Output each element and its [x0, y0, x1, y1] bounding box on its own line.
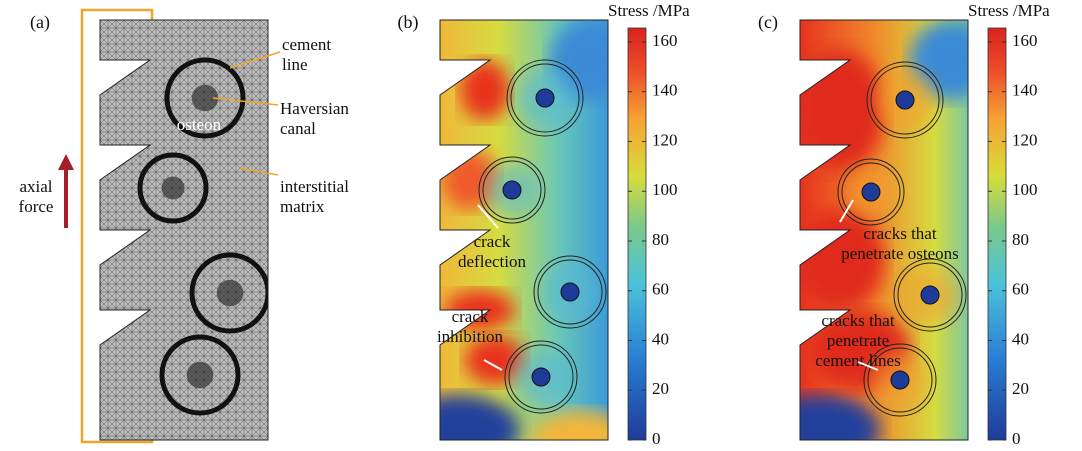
- osteon-core: [161, 176, 184, 199]
- figure: (a) cementline Haversiancanal osteon interst…: [0, 0, 1082, 451]
- haversian-canal: [561, 283, 579, 301]
- annotation: axial: [19, 177, 52, 196]
- colorbar-tick-label: 140: [652, 81, 678, 100]
- panel-label: (a): [30, 12, 50, 33]
- annotation: Haversian: [280, 99, 349, 118]
- colorbar-tick-label: 60: [652, 280, 669, 299]
- colorbar-tick-label: 60: [1012, 280, 1029, 299]
- colorbar-tick-label: 40: [652, 329, 669, 348]
- annotation: penetrate: [827, 331, 889, 350]
- annotation: cement: [282, 35, 331, 54]
- colorbar-tick-label: 120: [652, 130, 678, 149]
- annotation: crack: [474, 232, 511, 251]
- colorbar-tick-label: 160: [1012, 31, 1038, 50]
- colorbar-tick-label: 40: [1012, 329, 1029, 348]
- colorbar-title: Stress /MPa: [608, 1, 690, 20]
- annotation: inhibition: [437, 327, 504, 346]
- colorbar-tick-label: 100: [1012, 180, 1038, 199]
- annotation: cement lines: [815, 351, 900, 370]
- annotation: crack: [452, 307, 489, 326]
- osteon-core: [217, 280, 244, 307]
- colorbar-tick-label: 120: [1012, 130, 1038, 149]
- annotation: cracks that: [821, 311, 894, 330]
- colorbar-tick-label: 100: [652, 180, 678, 199]
- panel-label: (c): [758, 12, 778, 33]
- annotation: penetrate osteons: [841, 244, 959, 263]
- annotation: osteon: [177, 115, 222, 134]
- haversian-canal: [891, 371, 909, 389]
- annotation: cracks that: [863, 224, 936, 243]
- colorbar-tick-label: 20: [652, 379, 669, 398]
- annotation: interstitial: [280, 177, 349, 196]
- annotation: canal: [280, 119, 316, 138]
- haversian-canal: [862, 183, 880, 201]
- haversian-canal: [536, 89, 554, 107]
- stress-blob: [460, 60, 510, 120]
- annotation: matrix: [280, 197, 325, 216]
- colorbar-tick-label: 20: [1012, 379, 1029, 398]
- osteon-core: [187, 362, 214, 389]
- colorbar-tick-label: 80: [1012, 230, 1029, 249]
- specimen: [400, 20, 630, 451]
- annotation: line: [282, 55, 308, 74]
- annotation: force: [19, 197, 54, 216]
- haversian-canal: [532, 368, 550, 386]
- annotation: deflection: [458, 252, 526, 271]
- colorbar-tick-label: 160: [652, 31, 678, 50]
- colorbar-title: Stress /MPa: [968, 1, 1050, 20]
- colorbar-tick-label: 0: [652, 429, 661, 448]
- colorbar-tick-label: 80: [652, 230, 669, 249]
- force-arrow-head: [58, 154, 74, 170]
- panel-label: (b): [398, 12, 419, 33]
- colorbar: [628, 28, 646, 440]
- haversian-canal: [921, 286, 939, 304]
- colorbar: [988, 28, 1006, 440]
- colorbar-tick-label: 0: [1012, 429, 1021, 448]
- haversian-canal: [896, 91, 914, 109]
- haversian-canal: [503, 181, 521, 199]
- colorbar-tick-label: 140: [1012, 81, 1038, 100]
